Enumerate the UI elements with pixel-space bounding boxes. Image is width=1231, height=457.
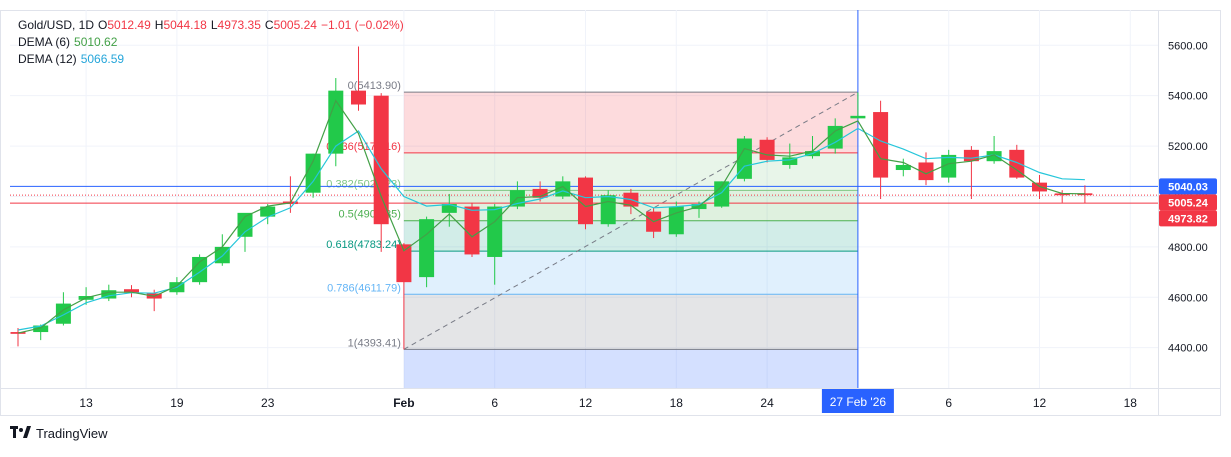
fib-zone-extension	[403, 349, 858, 388]
x-tick-label: 19	[170, 396, 184, 410]
candle-body-down	[1032, 182, 1047, 192]
candle-body-down	[1077, 193, 1093, 196]
x-tick-label: 24	[760, 396, 774, 410]
candle-body-up	[941, 154, 957, 178]
y-tick-label: 4800.00	[1168, 242, 1208, 254]
fib-level-label: 0.786(4611.79)	[327, 282, 401, 294]
price-axis-badge	[1159, 194, 1217, 211]
crosshair-date-badge	[821, 389, 894, 413]
fib-level-label: 1(4393.41)	[348, 337, 401, 349]
candle-body-up	[714, 181, 730, 207]
x-tick-label: 12	[579, 396, 593, 410]
candle-body-up	[487, 206, 503, 257]
candle-body-down	[532, 188, 548, 198]
dema6-line	[17, 99, 1085, 334]
candle-body-up	[55, 303, 71, 324]
candle-body-up	[895, 164, 911, 171]
candle-body-down	[873, 112, 889, 178]
candle-body-up	[600, 195, 616, 225]
candle-body-down	[918, 162, 934, 181]
candle-body-down	[1054, 193, 1070, 196]
candle-body-down	[1009, 149, 1025, 178]
candle-body-down	[464, 206, 480, 255]
fib-zone	[403, 152, 858, 191]
tradingview-logo-icon	[10, 426, 32, 441]
x-tick-label: 12	[1033, 396, 1047, 410]
candle-body-down	[124, 289, 139, 293]
candle-body-down	[351, 90, 366, 105]
crosshair-date-label: 27 Feb '26	[830, 395, 887, 409]
price-axis-badge-label: 5005.24	[1168, 197, 1209, 209]
fib-zone	[403, 251, 858, 295]
y-tick-label: 4600.00	[1168, 292, 1208, 304]
x-tick-label: 6	[945, 396, 952, 410]
x-tick-label: 6	[491, 396, 498, 410]
candle-body-up	[668, 206, 684, 235]
price-axis-badge-label: 4973.82	[1168, 213, 1208, 225]
candle-body-up	[237, 212, 253, 237]
chart-frame	[0, 10, 1221, 416]
fib-zone	[403, 92, 858, 153]
candle-body-up	[33, 325, 49, 333]
price-axis-badge	[1159, 210, 1217, 227]
candle-body-up	[214, 246, 230, 264]
fib-level-label: 0.5(4903.85)	[339, 209, 401, 221]
candle-body-down	[963, 149, 979, 162]
dema12-line	[17, 127, 1085, 331]
candle-body-up	[192, 256, 208, 283]
x-tick-label: 18	[670, 396, 684, 410]
y-tick-label: 5400.00	[1168, 91, 1208, 103]
candle-body-up	[986, 151, 1002, 162]
fib-trend-line	[403, 91, 859, 350]
candle-body-up	[305, 153, 321, 193]
candle-body-up	[101, 290, 117, 299]
fib-zone	[403, 220, 858, 252]
y-tick-label: 4400.00	[1168, 343, 1208, 355]
x-tick-label: 13	[79, 396, 93, 410]
tradingview-brand[interactable]: TradingView	[10, 426, 108, 441]
fib-level-label: 0.382(5024.23)	[326, 178, 401, 190]
candle-body-down	[373, 95, 389, 225]
candle-body-up	[441, 204, 457, 213]
candle-body-up	[850, 115, 866, 119]
tradingview-name: TradingView	[36, 426, 108, 441]
candle-body-up	[827, 125, 843, 149]
price-axis-badge	[1159, 178, 1217, 195]
x-tick-label: 18	[1124, 396, 1138, 410]
candle-body-up	[419, 219, 435, 278]
x-tick-label: Feb	[393, 396, 414, 410]
candle-body-down	[578, 177, 593, 225]
y-tick-label: 5200.00	[1168, 141, 1208, 153]
y-tick-label: 5600.00	[1168, 40, 1208, 52]
candle-body-up	[736, 138, 752, 179]
price-axis-badge-label: 5040.03	[1168, 181, 1208, 193]
fib-level-label: 0.618(4783.24)	[326, 239, 401, 251]
candle-body-down	[396, 244, 412, 283]
fib-level-label: 0(5413.90)	[348, 80, 401, 92]
x-tick-label: 23	[261, 396, 275, 410]
candle-body-up	[260, 206, 276, 217]
fib-zone	[403, 294, 858, 350]
candle-body-down	[759, 139, 775, 160]
candle-body-up	[782, 157, 798, 165]
